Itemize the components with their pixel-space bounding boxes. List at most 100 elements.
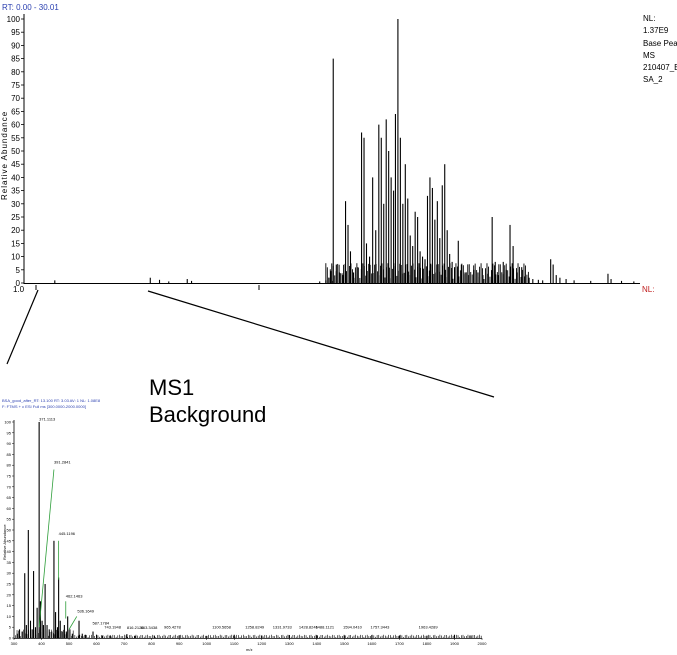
spectrum-y-tick-label: 40 — [7, 549, 12, 554]
spectrum-y-tick-label: 80 — [7, 463, 12, 468]
spectrum-x-tick-label: 500 — [66, 641, 73, 646]
spectrum-y-tick-label: 100 — [4, 420, 11, 425]
spectrum-chart: BSA_good_after_RT: 13.100 RT: 3.03 AV: 1… — [2, 398, 487, 652]
chromatogram-y-tick-label: 55 — [11, 134, 20, 143]
chromatogram-y-tick-label: 50 — [11, 147, 20, 156]
spectrum-peak-label: 371.1113 — [39, 417, 56, 422]
spectrum-peak-label: 1100.5658 — [212, 625, 231, 630]
spectrum-peak-label: 863.3438 — [141, 625, 158, 630]
chromatogram-y-tick-label: 90 — [11, 41, 20, 50]
chromatogram-y-tick-label: 35 — [11, 187, 20, 196]
spectrum-peak-label: 587.1784 — [92, 621, 109, 626]
spectrum-x-tick-label: 2000 — [478, 641, 488, 646]
chromatogram-y-tick-label: 60 — [11, 121, 20, 130]
spectrum-peak-label: 1428.8246 — [299, 624, 319, 629]
chromatogram-x-start-label: 1.0 — [13, 285, 25, 294]
chromatogram-y-tick-label: 15 — [11, 239, 20, 248]
spectrum-y-tick-label: 45 — [7, 538, 12, 543]
chromatogram-chart: RT: 0.00 - 30.01 0 5 10 15 20 25 30 35 40 45 50 55 6… — [0, 3, 677, 294]
chromatogram-y-tick-label: 70 — [11, 94, 20, 103]
chromatogram-y-tick-label: 40 — [11, 173, 20, 182]
chromatogram-y-tick-label: 25 — [11, 213, 20, 222]
spectrum-y-tick-label: 35 — [7, 560, 12, 565]
info-line: NL: — [643, 14, 655, 23]
zoom-connector-left — [6, 289, 39, 365]
chromatogram-y-tick-label: 5 — [16, 266, 21, 275]
spectrum-y-label: Relative Abundance — [2, 524, 7, 560]
spectrum-peak-label: 1757.3443 — [371, 624, 391, 629]
chromatogram-y-tick-label: 65 — [11, 107, 20, 116]
spectrum-x-tick-label: 1000 — [202, 641, 212, 646]
spectrum-y-tick-label: 85 — [7, 452, 12, 457]
spectrum-peak-label: 1331.9733 — [273, 624, 293, 629]
spectrum-x-tick-label: 600 — [93, 641, 100, 646]
chromatogram-right-marker: NL: — [642, 285, 654, 294]
spectrum-x-tick-label: 1300 — [285, 641, 295, 646]
chromatogram-peaks — [54, 19, 635, 283]
spectrum-x-tick-label: 1900 — [450, 641, 460, 646]
spectrum-annotation-leader — [68, 616, 78, 630]
spectrum-peak-label: 1258.8249 — [245, 624, 265, 629]
annotation-background: Background — [149, 402, 266, 427]
zoom-connector-right — [147, 290, 495, 398]
info-line: MS — [643, 51, 655, 60]
chromatogram-info-block: NL: 1.37E9 Base Peak MS 210407_B SA_2 — [643, 14, 677, 84]
spectrum-y-tick-label: 65 — [7, 495, 12, 500]
spectrum-peak-label: 536.1649 — [77, 609, 94, 614]
spectrum-y-tick-label: 15 — [7, 603, 12, 608]
info-line: 210407_B — [643, 63, 677, 72]
chromatogram-y-tick-label: 10 — [11, 253, 20, 262]
spectrum-peak-label: 1488.1121 — [315, 624, 334, 629]
spectrum-peak-label: 743.1948 — [104, 625, 121, 630]
spectrum-y-tick-label: 55 — [7, 517, 12, 522]
spectrum-peak-label: 445.1196 — [59, 531, 76, 536]
spectrum-x-tick-label: 1100 — [230, 641, 239, 646]
info-line: Base Peak — [643, 39, 677, 48]
spectrum-x-tick-label: 1600 — [367, 641, 377, 646]
spectrum-peaks — [15, 422, 482, 638]
chromatogram-y-tick-label: 75 — [11, 81, 20, 90]
spectrum-x-tick-label: 900 — [176, 641, 183, 646]
spectrum-x-ticks: 300 400 500 600 700 800 900 1000 1100 1200 1300 140… — [11, 638, 488, 646]
spectrum-y-tick-label: 50 — [7, 528, 12, 533]
spectrum-peak-label: 1594.0410 — [343, 624, 363, 629]
spectrum-y-tick-label: 0 — [9, 636, 12, 641]
spectrum-y-tick-label: 75 — [7, 474, 12, 479]
spectrum-x-tick-label: 1200 — [257, 641, 267, 646]
spectrum-y-tick-label: 60 — [7, 506, 12, 511]
chromatogram-header: RT: 0.00 - 30.01 — [2, 3, 59, 12]
spectrum-x-tick-label: 800 — [148, 641, 155, 646]
chromatogram-y-tick-label: 30 — [11, 200, 20, 209]
info-line: 1.37E9 — [643, 26, 669, 35]
spectrum-annotation-leader — [38, 469, 55, 628]
spectrum-y-ticks: 0 5 10 15 20 25 30 35 40 45 50 55 60 65 70 75 80 85 90 95 10… — [4, 420, 14, 641]
spectrum-peak-label: 816.2126 — [127, 625, 144, 630]
spectrum-peak-label: 965.4278 — [164, 625, 181, 630]
spectrum-peak-label: 391.2841 — [54, 460, 71, 465]
spectrum-y-tick-label: 25 — [7, 582, 12, 587]
spectrum-peak-label: 1963.4289 — [419, 624, 439, 629]
spectrum-y-tick-label: 30 — [7, 571, 12, 576]
chromatogram-y-tick-label: 100 — [7, 15, 21, 24]
spectrum-x-tick-label: 1700 — [395, 641, 405, 646]
chromatogram-y-tick-label: 85 — [11, 55, 20, 64]
spectrum-y-tick-label: 20 — [7, 592, 12, 597]
spectrum-x-tick-label: 300 — [11, 641, 18, 646]
spectrum-y-tick-label: 10 — [7, 614, 12, 619]
spectrum-peak-label: 462.1463 — [66, 594, 83, 599]
spectrum-y-tick-label: 70 — [7, 484, 12, 489]
spectrum-header-line1: BSA_good_after_RT: 13.100 RT: 3.03 AV: 1… — [2, 398, 101, 403]
spectrum-x-tick-label: 400 — [38, 641, 45, 646]
spectrum-x-tick-label: 700 — [121, 641, 128, 646]
chromatogram-y-ticks: 0 5 10 15 20 25 30 35 40 45 50 55 60 65 70 75 80 85 90 95 10… — [7, 15, 24, 288]
annotation-ms1: MS1 — [149, 375, 194, 400]
chromatogram-y-tick-label: 80 — [11, 68, 20, 77]
chromatogram-y-tick-label: 20 — [11, 226, 20, 235]
spectrum-y-tick-label: 95 — [7, 430, 12, 435]
spectrum-x-tick-label: 1500 — [340, 641, 350, 646]
chromatogram-y-tick-label: 45 — [11, 160, 20, 169]
spectrum-y-tick-label: 5 — [9, 625, 12, 630]
spectrum-header-line2: F: FTMS + c ESI Full ms [300.0000-2000.0… — [2, 404, 86, 409]
info-line: SA_2 — [643, 75, 663, 84]
